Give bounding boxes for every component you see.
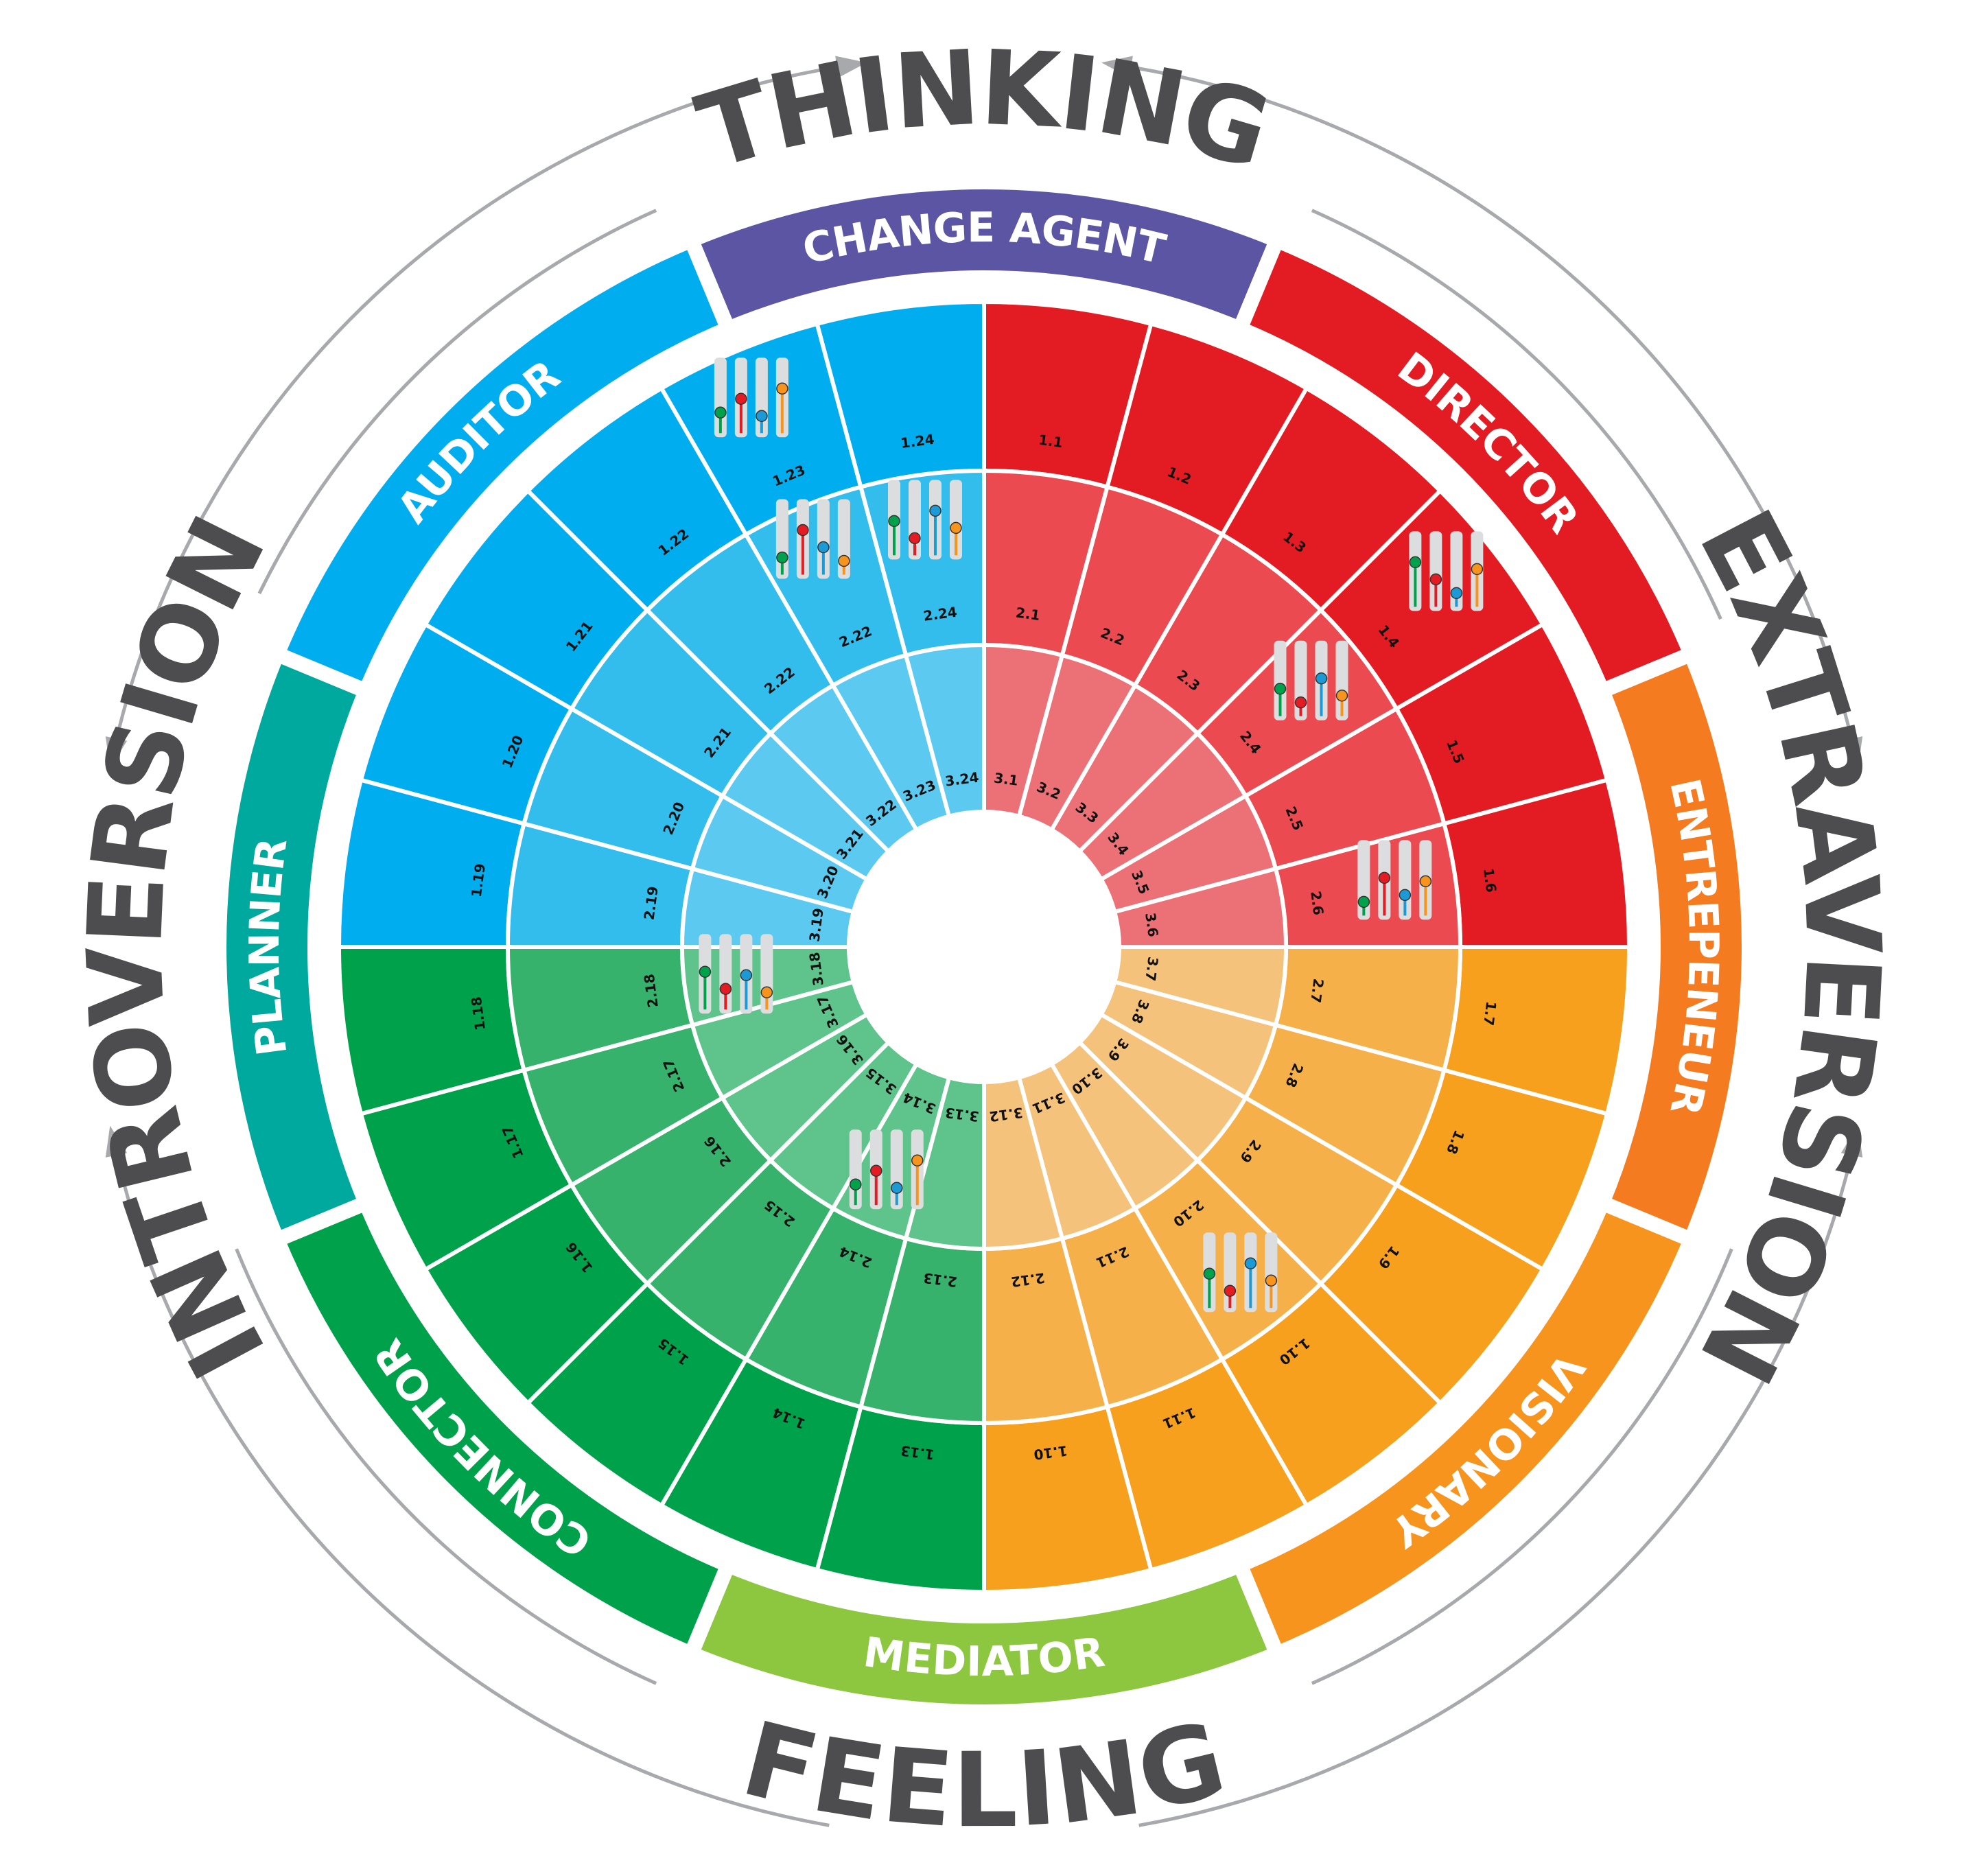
slider-knob (735, 392, 747, 405)
slider-track (1429, 531, 1442, 611)
arrow-arc (1138, 1131, 1859, 1827)
slider-track (817, 499, 830, 579)
type-band (267, 230, 738, 701)
slider-knob (1419, 875, 1432, 888)
segment-label: 2.7 (1307, 978, 1326, 1004)
slider-icon (1274, 640, 1348, 720)
slider-icon (714, 357, 788, 438)
slider-track (1265, 1232, 1278, 1313)
slider-knob (1315, 672, 1328, 685)
slider-icon (1357, 840, 1432, 920)
pole-text: THINKING (685, 29, 1283, 193)
slider-track (950, 480, 962, 560)
slider-knob (719, 983, 732, 995)
slider-knob (776, 382, 788, 395)
arrow-head (1840, 1125, 1863, 1158)
slider-knob (1450, 587, 1463, 600)
slider-knob (929, 504, 942, 517)
segment-label: 2.1 (1015, 604, 1041, 623)
inner-arc (235, 1248, 657, 1685)
slider-knob (756, 410, 768, 422)
slider-icon (1409, 531, 1484, 611)
slider-knob (888, 515, 900, 528)
segment-label: 3.6 (1142, 912, 1161, 938)
slider-knob (838, 554, 850, 567)
type-label: PLANNER (241, 835, 297, 1058)
center-hole (849, 812, 1119, 1082)
slider-knob (760, 986, 773, 998)
slider-icon (849, 1129, 924, 1210)
arrow-head (1101, 56, 1133, 78)
slider-knob (1224, 1284, 1237, 1297)
slider-knob (1294, 696, 1307, 709)
slider-knob (1399, 889, 1412, 902)
segment-label: 1.1 (1038, 432, 1064, 451)
slider-knob (911, 1154, 924, 1166)
segment-label: 3.1 (993, 769, 1019, 788)
slider-knob (714, 406, 727, 419)
slider-knob (1265, 1274, 1278, 1287)
slider-knob (1335, 690, 1348, 702)
arrow-arc (109, 62, 861, 762)
slider-knob (797, 524, 809, 537)
slider-knob (1471, 563, 1484, 576)
arrow-arc (109, 1131, 830, 1827)
slider-icon (1203, 1232, 1278, 1313)
inner-arc (257, 209, 657, 594)
slider-knob (1429, 573, 1442, 586)
slider-track (1274, 640, 1287, 720)
pole-text: FEELING (732, 1700, 1236, 1851)
segment-label: 1.7 (1480, 1000, 1499, 1026)
arrow-head (105, 736, 128, 768)
slider-knob (817, 541, 830, 554)
arrow-head (105, 1125, 128, 1158)
slider-knob (891, 1182, 903, 1194)
slider-knob (850, 1178, 862, 1190)
pole-label: FEELING (732, 1700, 1236, 1851)
slider-knob (950, 521, 962, 535)
segment-label: 1.6 (1480, 867, 1499, 893)
slider-knob (776, 551, 788, 564)
pole-label: THINKING (685, 29, 1283, 193)
slider-knob (1203, 1267, 1216, 1280)
inner-arc (1311, 209, 1722, 620)
slider-knob (870, 1164, 882, 1177)
slider-knob (1244, 1257, 1257, 1269)
slider-knob (1274, 683, 1287, 695)
slider-icon (775, 499, 850, 579)
slider-knob (1378, 871, 1391, 884)
arrow-head (835, 56, 867, 78)
segment-label: 3.7 (1142, 956, 1161, 982)
slider-knob (909, 532, 921, 545)
arrow-head (1840, 736, 1863, 768)
segment (903, 642, 986, 819)
slider-knob (740, 969, 753, 981)
inner-arc (1311, 1248, 1733, 1685)
slider-knob (1409, 556, 1422, 569)
type-text: PLANNER (241, 835, 297, 1058)
slider-icon (888, 480, 962, 560)
slider-knob (1357, 895, 1370, 908)
segment-label: 2.6 (1307, 890, 1326, 916)
arrow-arc (1108, 62, 1859, 762)
slider-knob (699, 965, 712, 978)
slider-icon (699, 934, 773, 1014)
